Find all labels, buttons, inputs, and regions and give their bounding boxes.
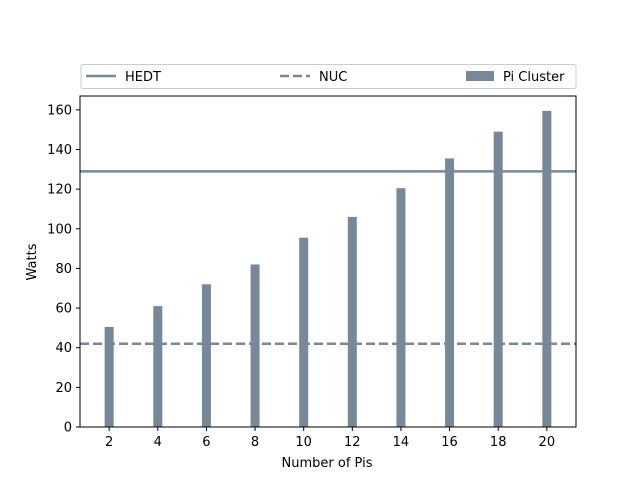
- bar-18: [493, 131, 503, 428]
- y-axis-label: Watts: [25, 243, 40, 280]
- bar-4: [153, 306, 163, 427]
- bar-8: [250, 264, 260, 427]
- legend-frame: [80, 64, 577, 89]
- bar-10: [299, 237, 309, 427]
- x-tick-label-20: 20: [539, 435, 556, 450]
- x-tick-label-16: 16: [441, 435, 458, 450]
- y-tick-label-80: 80: [55, 262, 72, 277]
- x-tick-label-4: 4: [154, 435, 162, 450]
- x-tick-label-6: 6: [202, 435, 210, 450]
- x-tick-label-8: 8: [251, 435, 259, 450]
- bar-20: [542, 110, 552, 428]
- y-tick-label-60: 60: [55, 302, 72, 317]
- bar-12: [347, 216, 357, 427]
- x-tick-label-18: 18: [490, 435, 507, 450]
- x-tick-label-10: 10: [295, 435, 312, 450]
- y-tick-label-20: 20: [55, 381, 72, 396]
- bar-14: [396, 188, 406, 427]
- y-tick-label-40: 40: [55, 341, 72, 356]
- x-axis-label: Number of Pis: [282, 456, 373, 471]
- plot-frame: [79, 95, 577, 428]
- legend: HEDT NUC Pi Cluster: [80, 64, 577, 89]
- x-tick-label-12: 12: [344, 435, 361, 450]
- legend-hedt-label: HEDT: [125, 70, 161, 85]
- chart-axes: 2 4 6 8 10 12 14 16 18 20 0 20 40 60 80 100 120 140 160: [47, 95, 577, 450]
- y-tick-label-120: 120: [47, 183, 72, 198]
- y-tick-label-100: 100: [47, 222, 72, 237]
- bar-6: [201, 284, 211, 427]
- bar-2: [104, 326, 114, 427]
- legend-pi-cluster-label: Pi Cluster: [503, 70, 565, 85]
- y-tick-label-140: 140: [47, 143, 72, 158]
- y-tick-label-160: 160: [47, 103, 72, 118]
- legend-nuc-label: NUC: [319, 70, 347, 85]
- bar-16: [445, 158, 455, 427]
- x-tick-label-2: 2: [105, 435, 113, 450]
- y-tick-label-0: 0: [64, 421, 72, 436]
- chart-marks: [80, 110, 576, 428]
- legend-pi-cluster-swatch: [466, 71, 494, 81]
- x-tick-label-14: 14: [393, 435, 410, 450]
